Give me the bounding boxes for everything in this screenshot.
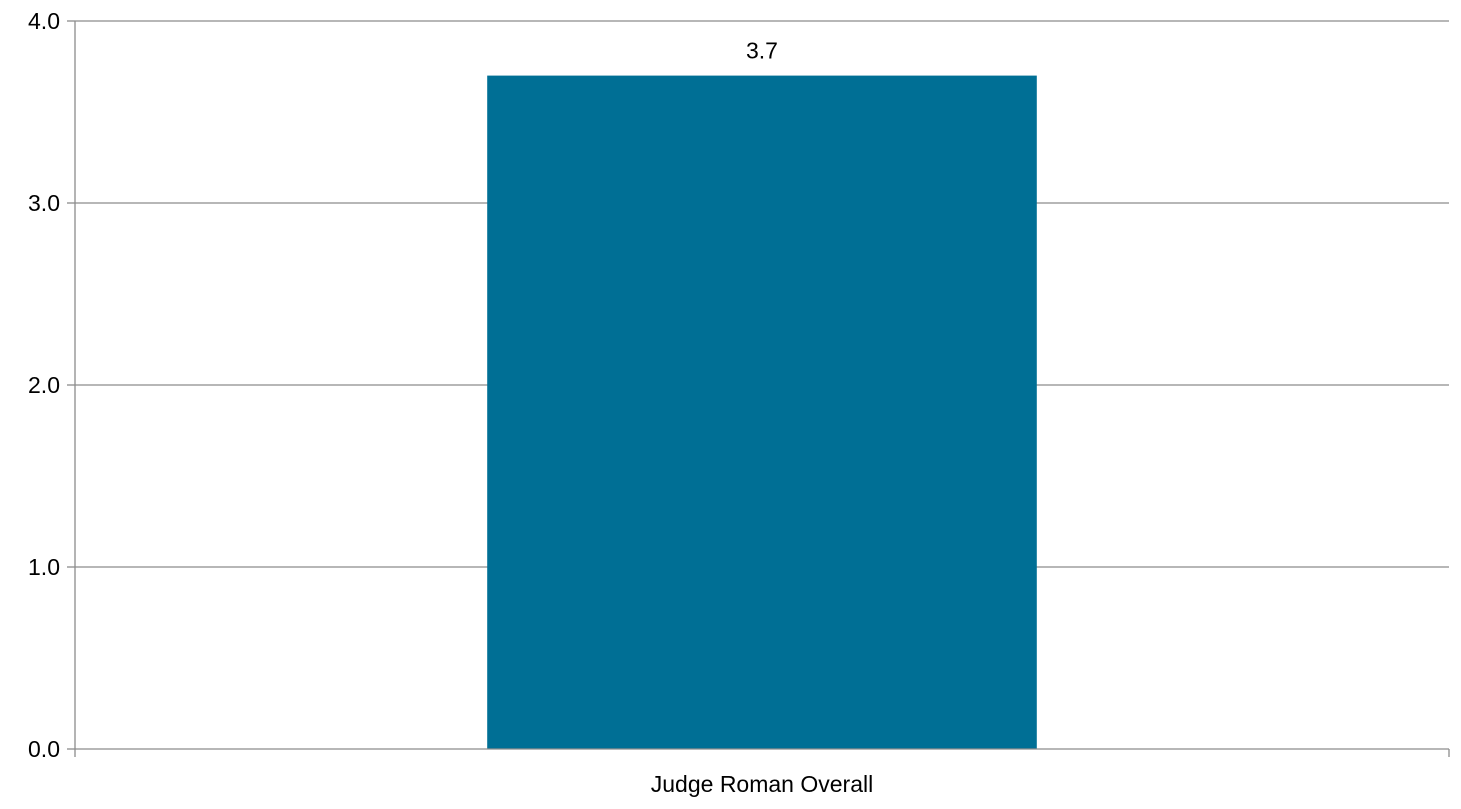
y-tick-label: 0.0: [28, 736, 60, 762]
y-tick-label: 2.0: [28, 372, 60, 398]
bars: [487, 75, 1037, 750]
y-tick-label: 1.0: [28, 554, 60, 580]
bar: [487, 75, 1037, 750]
y-tick-label: 4.0: [28, 8, 60, 34]
labels: 0.0 1.0 2.0 3.0 4.0 3.7 Judge Roman Overall: [28, 8, 873, 797]
y-tick-label: 3.0: [28, 190, 60, 216]
axes: [67, 20, 1450, 757]
x-tick-label: Judge Roman Overall: [651, 771, 873, 797]
data-label: 3.7: [746, 38, 778, 64]
